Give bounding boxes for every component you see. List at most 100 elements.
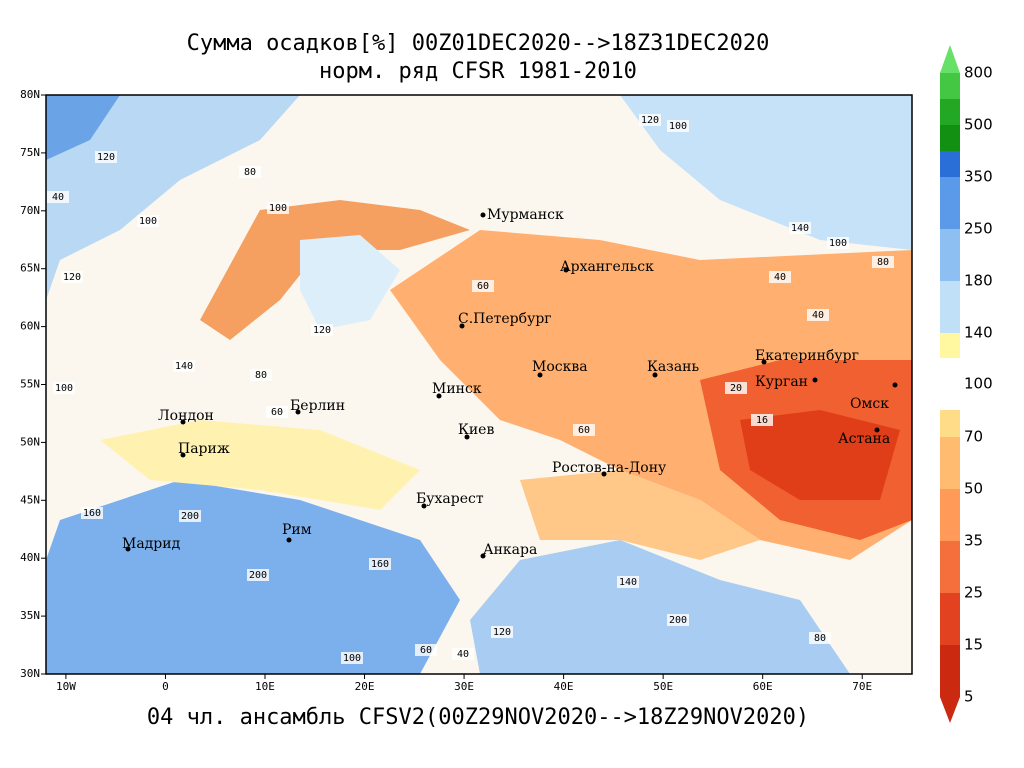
contour-label: 200 (181, 511, 199, 522)
colorbar-segment (940, 541, 960, 593)
colorbar-segment (940, 99, 960, 125)
contour-label-bg (81, 507, 103, 519)
contour-label-bg (769, 271, 791, 283)
contour-label-bg (725, 382, 747, 394)
colorbar-label: 25 (964, 584, 983, 602)
colorbar-segment (940, 593, 960, 645)
contour-label-bg (751, 414, 773, 426)
field-wet (470, 540, 850, 674)
contour-label: 100 (269, 203, 287, 214)
contour-label: 120 (641, 115, 659, 126)
city-dot (295, 409, 301, 415)
colorbar-segment (940, 489, 960, 541)
city-label: Париж (178, 441, 230, 457)
city-dot (480, 212, 486, 218)
y-tick-label: 40N (20, 551, 40, 564)
city-dot (125, 546, 131, 552)
colorbar-segment (940, 333, 960, 358)
contour-label: 100 (669, 121, 687, 132)
colorbar-label: 800 (964, 64, 993, 82)
colorbar-segment (940, 229, 960, 281)
contour-label: 80 (255, 370, 267, 381)
y-tick-label: 70N (20, 204, 40, 217)
contour-label-bg (173, 360, 195, 372)
city-label: Бухарест (416, 491, 484, 507)
y-tick-label: 65N (20, 262, 40, 275)
footer: 04 чл. ансамбль CFSV2(00Z29NOV2020-->18Z… (147, 705, 809, 730)
x-tick-label: 10E (255, 680, 275, 693)
city-dot (874, 427, 880, 433)
city-dot (286, 537, 292, 543)
contour-label-bg (472, 280, 494, 292)
contour-label: 60 (477, 281, 489, 292)
contour-label-bg (491, 626, 513, 638)
city-label: Берлин (290, 398, 345, 414)
y-tick-label: 80N (20, 88, 40, 101)
field-dry (520, 470, 760, 560)
x-tick-label: 70E (852, 680, 872, 693)
contour-label-bg (415, 644, 437, 656)
city-label: Омск (850, 396, 889, 412)
contour-label: 40 (812, 310, 824, 321)
city-dot (421, 503, 427, 509)
city-label: Ростов-на-Дону (552, 460, 667, 476)
contour-label: 100 (829, 238, 847, 249)
contour-label-bg (807, 309, 829, 321)
contour-label: 40 (52, 192, 64, 203)
contour-label: 120 (313, 325, 331, 336)
y-tick-label: 30N (20, 667, 40, 680)
city-dot (436, 393, 442, 399)
contour-label-bg (267, 202, 289, 214)
field-wet (620, 95, 912, 250)
city-label: Рим (282, 522, 312, 538)
subtitle: норм. ряд CFSR 1981-2010 (319, 59, 637, 84)
contour-label: 200 (249, 570, 267, 581)
contour-label-bg (617, 576, 639, 588)
contour-label: 80 (244, 167, 256, 178)
city-dot (464, 434, 470, 440)
y-tick-label: 50N (20, 435, 40, 448)
colorbar-label: 500 (964, 116, 993, 134)
x-tick-label: 60E (753, 680, 773, 693)
city-dot (812, 377, 818, 383)
colorbar-segment (940, 437, 960, 489)
x-tick-label: 20E (355, 680, 375, 693)
colorbar-segment (940, 281, 960, 333)
contour-label: 160 (371, 559, 389, 570)
field-wet (46, 95, 300, 300)
city-label: Мадрид (122, 536, 181, 552)
city-dot (892, 382, 898, 388)
contour-label-bg (137, 215, 159, 227)
contour-label-bg (95, 151, 117, 163)
city-label: Казань (647, 359, 699, 375)
city-dot (652, 372, 658, 378)
city-label: Курган (755, 374, 808, 390)
colorbar-segment (940, 645, 960, 697)
contour-label-bg (47, 191, 69, 203)
contour-label: 140 (791, 223, 809, 234)
contour-label-bg (827, 237, 849, 249)
city-label: С.Петербург (458, 311, 552, 327)
city-dot (459, 323, 465, 329)
colorbar-label: 50 (964, 480, 983, 498)
contour-label: 60 (420, 645, 432, 656)
contour-label-bg (250, 369, 272, 381)
colorbar-label: 35 (964, 532, 983, 550)
contour-label: 40 (774, 272, 786, 283)
city-label: Анкара (483, 542, 537, 558)
contour-label-bg (341, 652, 363, 664)
x-tick-label: 0 (162, 680, 169, 693)
contour-label: 60 (578, 425, 590, 436)
x-tick-label: 50E (653, 680, 673, 693)
contour-label: 80 (814, 633, 826, 644)
x-tick-label: 30E (454, 680, 474, 693)
city-label: Лондон (158, 408, 214, 424)
contour-label: 60 (271, 407, 283, 418)
contour-label: 120 (493, 627, 511, 638)
city-label: Москва (532, 359, 588, 375)
contour-label-bg (53, 382, 75, 394)
city-dot (180, 419, 186, 425)
field-mid (100, 420, 420, 510)
contour-label: 100 (139, 216, 157, 227)
colorbar-segment (940, 73, 960, 99)
